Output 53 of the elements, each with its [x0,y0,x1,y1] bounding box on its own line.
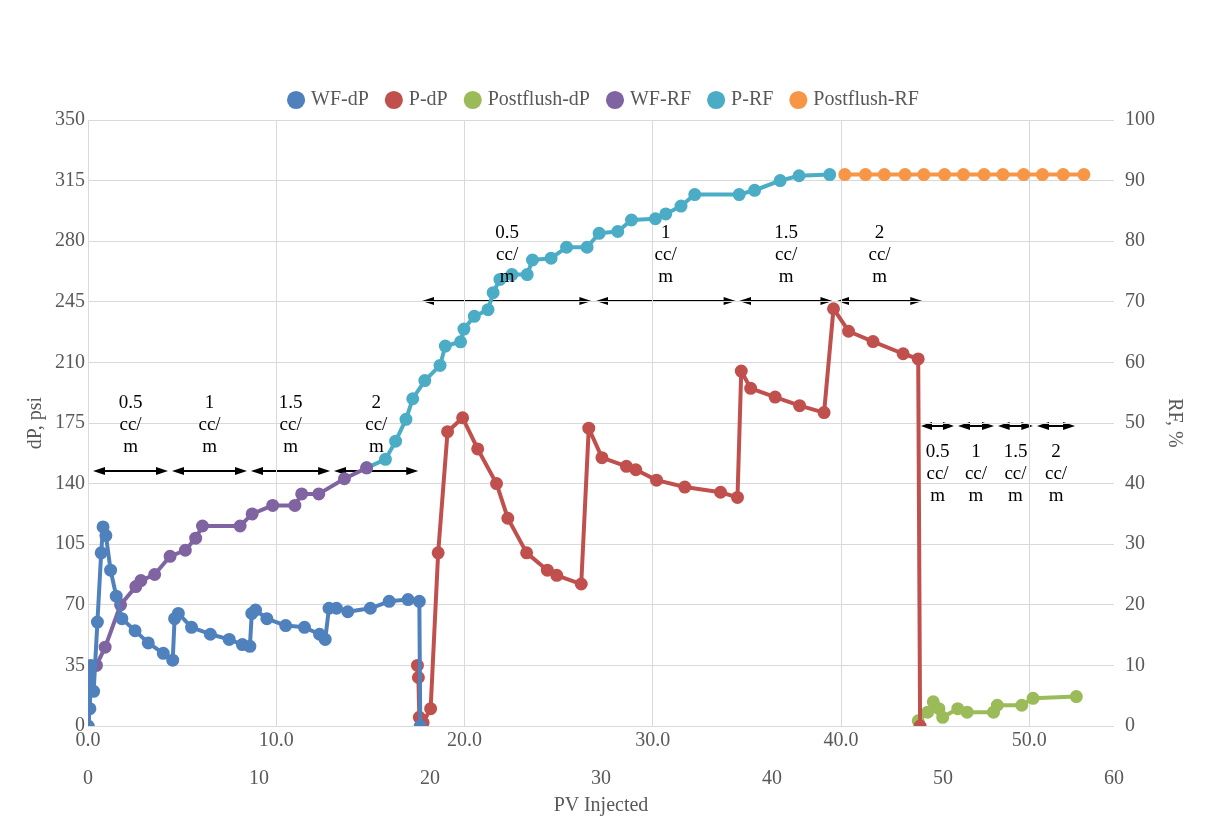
x-tick-label: 50.0 [1011,728,1047,751]
annotation: 1.5 cc/m [774,221,799,287]
annotation: 0.5 cc/m [495,221,519,287]
y-tick-label: 350 [55,107,85,130]
annotation: 1.5 cc/m [1003,440,1028,506]
legend-label: Postflush-dP [487,87,590,110]
x2-tick-label: 10 [249,766,269,789]
y2-tick-label: 90 [1125,167,1145,190]
y2-tick-label: 0 [1125,713,1135,736]
annotation: 2 cc/m [1044,440,1068,506]
annotation: 0.5 cc/m [118,390,143,456]
legend-label: Postflush-RF [813,87,919,110]
x2-tick-label: 40 [762,766,782,789]
y-tick-label: 35 [65,652,85,675]
y2-tick-label: 80 [1125,228,1145,251]
y-tick-label: 210 [55,349,85,372]
annotation: 0.5 cc/m [925,440,950,506]
y2-tick-label: 70 [1125,289,1145,312]
x-tick-label: 10.0 [258,728,294,751]
y-axis-title: dP, psi [23,396,47,450]
y2-tick-label: 30 [1125,531,1145,554]
annotation: 1 cc/m [964,440,988,506]
legend-label: P-RF [731,87,774,110]
annotation: 1 cc/m [198,390,222,456]
y2-tick-label: 20 [1125,592,1145,615]
y2-tick-label: 60 [1125,349,1145,372]
y-tick-label: 315 [55,167,85,190]
x-tick-label: 30.0 [635,728,671,751]
y2-tick-label: 10 [1125,652,1145,675]
legend-label: WF-dP [311,87,369,110]
y2-tick-label: 100 [1125,107,1155,130]
x2-tick-label: 30 [591,766,611,789]
y-tick-label: 70 [65,592,85,615]
annotation: 2 cc/m [365,390,389,456]
legend-label: WF-RF [629,87,692,110]
x2-tick-label: 50 [933,766,953,789]
x-tick-label: 20.0 [447,728,483,751]
y2-tick-label: 40 [1125,470,1145,493]
y-tick-label: 105 [55,531,85,554]
y2-axis-title: RF, % [1164,398,1187,448]
y-tick-label: 175 [55,410,85,433]
annotation: 2 cc/m [868,221,892,287]
y-tick-label: 280 [55,228,85,251]
x2-tick-label: 20 [420,766,440,789]
x-axis-title: PV Injected [553,793,649,817]
legend-label: P-dP [408,87,448,110]
y2-tick-label: 50 [1125,410,1145,433]
x2-tick-label: 60 [1104,766,1124,789]
annotation: 1.5 cc/m [278,390,303,456]
y-tick-label: 245 [55,289,85,312]
x-tick-label: 40.0 [823,728,859,751]
y-tick-label: 140 [55,470,85,493]
annotation: 1 cc/m [654,221,678,287]
